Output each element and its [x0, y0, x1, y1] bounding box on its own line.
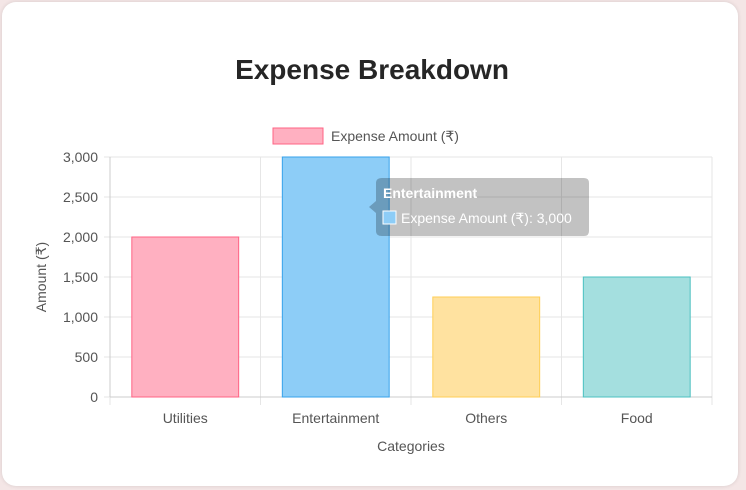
tooltip-box	[369, 178, 589, 236]
y-axis-ticks: 0 500 1,000 1,500 2,000 2,500 3,000	[63, 149, 98, 405]
bars	[131, 156, 691, 398]
bar-others[interactable]	[432, 296, 541, 398]
bar-food[interactable]	[582, 276, 691, 398]
y-axis-label: Amount (₹)	[33, 242, 49, 312]
tooltip-body: Expense Amount (₹): 3,000	[401, 210, 572, 226]
x-axis-label: Categories	[377, 438, 445, 454]
bar-entertainment[interactable]	[281, 156, 390, 398]
legend-swatch	[272, 127, 324, 145]
x-tick-label: Entertainment	[292, 410, 379, 426]
chart-title: Expense Breakdown	[235, 54, 509, 85]
tooltip: Entertainment Expense Amount (₹): 3,000	[369, 178, 589, 236]
y-tick-label: 1,000	[63, 309, 98, 325]
legend-label: Expense Amount (₹)	[331, 128, 459, 144]
x-tick-label: Utilities	[163, 410, 208, 426]
tooltip-swatch	[382, 210, 397, 225]
y-tick-label: 2,000	[63, 229, 98, 245]
legend[interactable]: Expense Amount (₹)	[272, 127, 459, 145]
y-tick-label: 0	[90, 389, 98, 405]
y-tick-label: 500	[75, 349, 99, 365]
x-tick-label: Others	[465, 410, 507, 426]
x-axis-ticks: Utilities Entertainment Others Food	[163, 410, 653, 426]
tooltip-title: Entertainment	[383, 185, 477, 201]
y-tick-label: 1,500	[63, 269, 98, 285]
y-tick-label: 3,000	[63, 149, 98, 165]
x-tick-label: Food	[621, 410, 653, 426]
bar-utilities[interactable]	[131, 236, 240, 398]
y-tick-label: 2,500	[63, 189, 98, 205]
